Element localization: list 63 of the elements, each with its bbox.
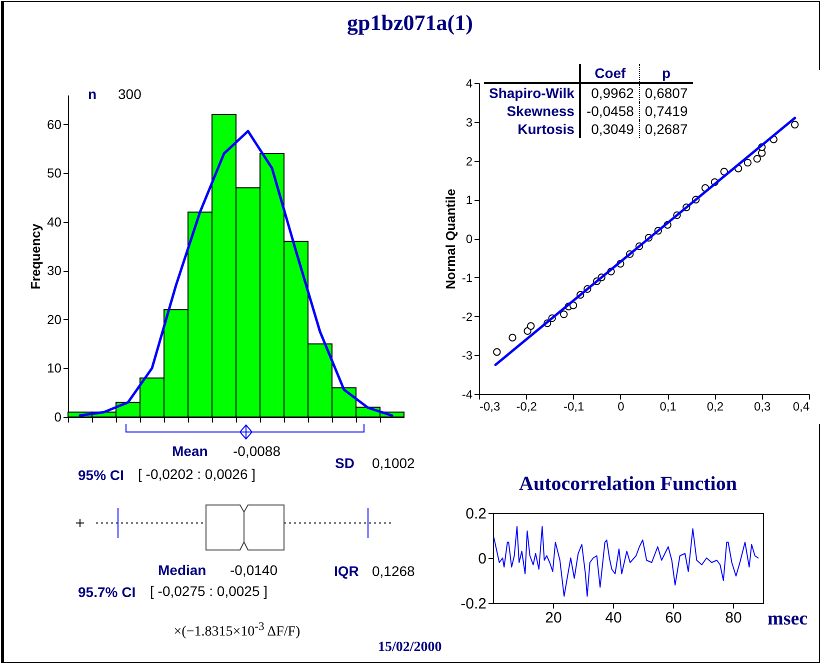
annotation: 0,2687 xyxy=(644,120,689,138)
annotation: Shapiro-Wilk xyxy=(488,84,576,102)
y-tick-label: 30 xyxy=(47,263,62,278)
x-axis-title: msec xyxy=(768,608,808,630)
annotation: n xyxy=(88,86,97,102)
y-tick-label: -0.2 xyxy=(460,596,486,612)
x-tick-label: 0,3 xyxy=(754,400,772,414)
y-tick-label: 10 xyxy=(47,360,62,376)
y-tick-label: -1 xyxy=(462,270,473,285)
y-tick-label: 60 xyxy=(47,116,62,132)
chart-title: Autocorrelation Function xyxy=(519,473,737,495)
x-tick-label: 0,1 xyxy=(660,400,677,414)
y-axis-title: Normal Quantile xyxy=(442,188,458,290)
text: Median xyxy=(158,562,206,578)
x-tick-label: -0,3 xyxy=(480,400,501,414)
y-tick-label: 0.2 xyxy=(466,506,486,522)
annotation: 0,7419 xyxy=(644,102,689,120)
y-tick-label: 3 xyxy=(466,115,473,130)
text: [ -0,0202 : 0,0026 ] xyxy=(138,466,256,482)
text: -0,0140 xyxy=(230,562,278,578)
y-tick-label: 2 xyxy=(466,154,473,168)
text: SD xyxy=(335,455,354,471)
text: Mean xyxy=(172,443,208,459)
annotation: 0,9962 xyxy=(580,83,640,102)
annotation: Skewness xyxy=(506,102,576,120)
text: 15/02/2000 xyxy=(378,640,442,656)
x-tick-label: 60 xyxy=(665,610,682,626)
x-tick-label: 80 xyxy=(725,610,742,626)
y-tick-label: 20 xyxy=(47,312,62,327)
y-tick-label: 1 xyxy=(466,193,473,208)
chart-title: gp1bz071a(1) xyxy=(346,10,474,36)
x-tick-label: 0 xyxy=(618,400,625,414)
y-tick-label: 0 xyxy=(478,550,486,568)
annotation: -0,0458 xyxy=(580,102,640,120)
x-tick-label: 0,2 xyxy=(706,400,724,414)
text: 95.7% CI xyxy=(78,584,136,600)
text: 0,1268 xyxy=(372,563,415,579)
text: 0,1002 xyxy=(372,455,415,471)
y-tick-label: -2 xyxy=(462,310,473,324)
text: p xyxy=(639,64,693,83)
annotation: 0,3049 xyxy=(580,120,640,138)
x-tick-label: 20 xyxy=(545,610,562,626)
annotation: 300 xyxy=(118,86,142,102)
x-tick-label: -0,1 xyxy=(563,400,584,414)
y-tick-label: -3 xyxy=(462,348,473,363)
y-axis-title: Frequency xyxy=(28,222,44,290)
x-tick-label: 0,4 xyxy=(792,400,810,414)
y-tick-label: 0 xyxy=(54,410,62,424)
y-tick-label: 4 xyxy=(466,76,473,90)
text: 95% CI xyxy=(78,467,124,483)
text: IQR xyxy=(334,563,359,579)
x-tick-label: 40 xyxy=(605,610,622,626)
y-tick-label: -4 xyxy=(462,388,473,402)
y-tick-label: 40 xyxy=(47,214,62,230)
text: -0,0088 xyxy=(233,443,280,459)
text: Coef xyxy=(580,64,640,83)
x-tick-label: -0,2 xyxy=(516,400,538,414)
y-tick-label: 0 xyxy=(466,232,473,246)
text: [ -0,0275 : 0,0025 ] xyxy=(150,583,268,599)
annotation: 0,6807 xyxy=(644,84,689,102)
x-axis-title: ×(−1.8315×10$^{-3}$ ΔF/F) xyxy=(172,620,302,641)
y-tick-label: 50 xyxy=(47,166,62,181)
annotation: Kurtosis xyxy=(516,120,576,138)
